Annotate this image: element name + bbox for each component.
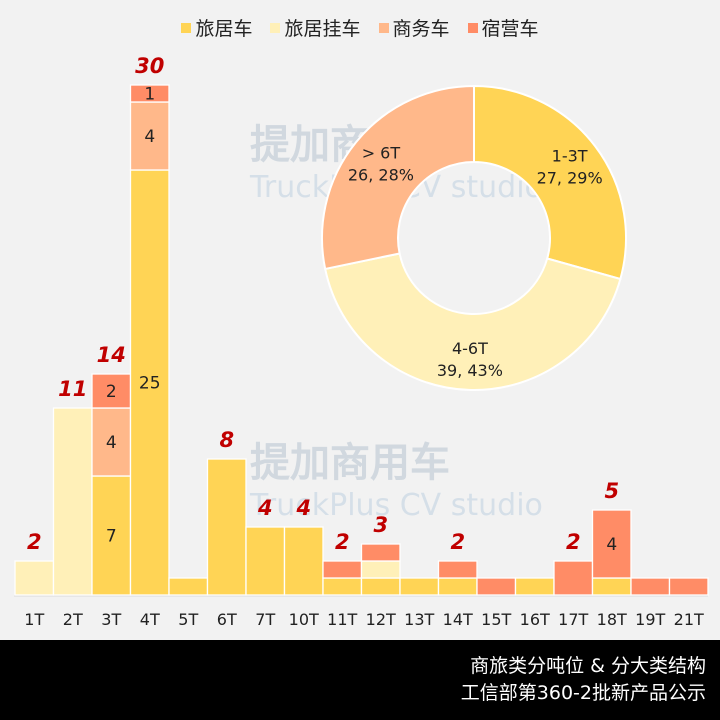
x-tick-label: 15T (481, 610, 511, 629)
legend-label: 商务车 (392, 18, 450, 40)
legend-item: 旅居车 (181, 14, 252, 41)
bar-segment (437, 577, 478, 596)
x-tick-label: 11T (327, 610, 357, 629)
legend-item: 宿营车 (467, 14, 539, 41)
bar-segment (591, 509, 632, 579)
legend-label: 旅居车 (195, 18, 253, 40)
x-tick-label: 5T (178, 610, 198, 629)
bar-segment (668, 577, 709, 596)
total-label: 2 (450, 530, 465, 554)
legend-item: 旅居挂车 (270, 14, 361, 41)
x-tick-label: 21T (674, 610, 704, 629)
bar-segment (514, 577, 555, 596)
bar-segment (476, 577, 517, 596)
legend-swatch (270, 22, 281, 33)
pie-slice-label: > 6T (362, 143, 401, 162)
total-label: 3 (373, 513, 388, 537)
bar-segment (553, 560, 594, 596)
bar-segment (168, 577, 209, 596)
bar-segment (360, 543, 401, 562)
segment-label: 2 (106, 382, 117, 402)
legend-swatch (181, 22, 192, 33)
x-tick-label: 14T (443, 610, 473, 629)
bar-segment (591, 577, 632, 596)
bar-segment (283, 526, 324, 596)
x-tick-label: 16T (520, 610, 550, 629)
footer-line1: 商旅类分吨位 & 分大类结构 (470, 655, 706, 677)
legend-label: 宿营车 (481, 18, 539, 40)
x-tick-label: 2T (63, 610, 83, 629)
bar-segment (360, 577, 401, 596)
total-label: 2 (566, 530, 581, 554)
bar-segment (630, 577, 671, 596)
total-label: 30 (135, 54, 164, 78)
segment-label: 4 (106, 433, 117, 453)
total-label: 11 (58, 377, 87, 401)
x-tick-label: 19T (635, 610, 665, 629)
watermark-cn-2: 提加商用车 (250, 440, 450, 486)
x-tick-label: 10T (289, 610, 319, 629)
pie-slice-value: 26, 28% (348, 165, 414, 184)
total-label: 14 (97, 343, 126, 367)
footer-line2: 工信部第360-2批新产品公示 (460, 682, 706, 704)
bar-segment (245, 526, 286, 596)
total-label: 4 (295, 496, 311, 520)
segment-label: 1 (144, 85, 155, 105)
bar-segment (52, 407, 93, 596)
total-label: 5 (604, 479, 619, 503)
bar-segment (129, 84, 170, 103)
x-tick-label: 4T (140, 610, 160, 629)
x-tick-label: 3T (101, 610, 121, 629)
bar-segment (360, 560, 401, 579)
total-label: 2 (27, 530, 42, 554)
legend-swatch (467, 22, 478, 33)
bar-segment (206, 458, 247, 596)
segment-label: 25 (139, 374, 161, 394)
bar-segment (129, 101, 170, 171)
bar-segment (91, 373, 132, 409)
pie-slice-label: 1-3T (552, 146, 588, 165)
bar-segment (322, 577, 363, 596)
x-tick-label: 18T (597, 610, 627, 629)
bar-segment (14, 560, 55, 596)
bar-segment (322, 560, 363, 579)
x-tick-label: 17T (558, 610, 588, 629)
pie-slice (473, 84, 627, 281)
segment-label: 4 (606, 535, 617, 555)
x-tick-label: 7T (255, 610, 275, 629)
total-label: 2 (335, 530, 350, 554)
pie-slice-value: 27, 29% (537, 168, 603, 187)
pie-slice (321, 84, 475, 271)
watermark-en-2: TruckPlus CV studio (250, 488, 543, 523)
x-tick-label: 1T (24, 610, 44, 629)
x-tick-label: 12T (366, 610, 396, 629)
pie-slice (323, 252, 622, 391)
pie-slice-label: 4-6T (452, 339, 488, 358)
bar-segment (399, 577, 440, 596)
legend-label: 旅居挂车 (284, 18, 361, 40)
bar-segment (437, 560, 478, 579)
legend-item: 商务车 (378, 14, 450, 41)
pie-slice-value: 39, 43% (437, 361, 503, 380)
segment-label: 7 (106, 527, 117, 547)
x-tick-label: 6T (217, 610, 237, 629)
legend-swatch (378, 22, 389, 33)
legend: 旅居车 旅居挂车 商务车 宿营车 (0, 14, 720, 41)
footer: 商旅类分吨位 & 分大类结构 工信部第360-2批新产品公示 (0, 640, 720, 720)
total-label: 4 (257, 496, 273, 520)
x-tick-label: 13T (404, 610, 434, 629)
segment-label: 4 (144, 127, 155, 147)
total-label: 8 (219, 428, 234, 452)
